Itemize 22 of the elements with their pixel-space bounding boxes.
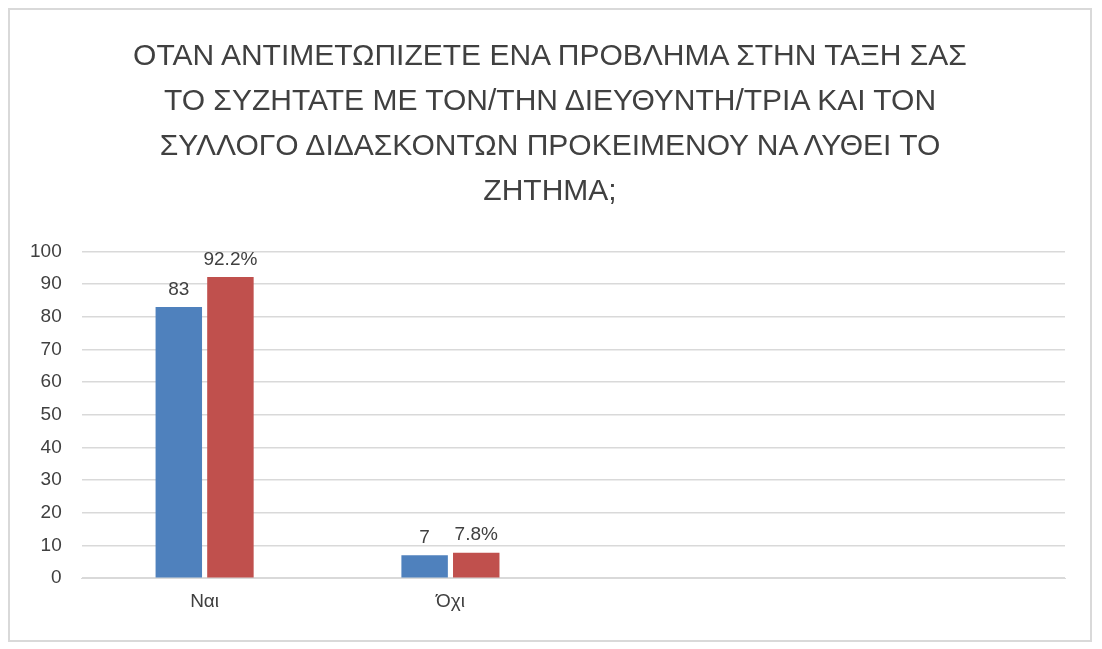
y-tick-label: 80 bbox=[40, 304, 62, 326]
x-tick-label: Ναι bbox=[190, 589, 220, 611]
bar bbox=[453, 552, 500, 578]
y-tick-label: 20 bbox=[40, 501, 62, 523]
data-label: 92.2% bbox=[203, 247, 258, 269]
y-tick-label: 50 bbox=[40, 403, 62, 425]
y-tick-label: 100 bbox=[30, 239, 62, 261]
y-tick-label: 0 bbox=[51, 566, 62, 588]
y-tick-label: 70 bbox=[40, 337, 62, 359]
chart-title: ΟΤΑΝ ΑΝΤΙΜΕΤΩΠΙΖΕΤΕ ΕΝΑ ΠΡΟΒΛΗΜΑ ΣΤΗΝ ΤΑΞΗ ΣΑΣ ΤΟ ΣΥΖΗΤΑΤΕ ΜΕ ΤΟΝ/ΤΗΝ ΔΙΕΥΘΥΝΤΗ/ΤΡΙΑ ΚΑΙ ΤΟΝ ΣΥΛΛΟΓΟ ΔΙΔΑΣΚΟΝΤΩΝ ΠΡΟΚΕΙΜΕΝΟΥ ΝΑ ΛΥΘΕΙ ΤΟ ΖΗΤΗΜΑ; bbox=[132, 37, 968, 208]
y-tick-label: 10 bbox=[40, 533, 62, 555]
data-label: 7.8% bbox=[454, 523, 499, 545]
bar bbox=[401, 555, 448, 578]
data-label: 7 bbox=[419, 526, 430, 548]
y-tick-label: 30 bbox=[40, 468, 62, 490]
bar bbox=[155, 306, 203, 578]
data-label: 83 bbox=[168, 277, 190, 299]
y-tick-label: 90 bbox=[40, 272, 62, 294]
x-tick-label: Όχι bbox=[434, 589, 465, 611]
y-tick-label: 60 bbox=[40, 370, 62, 392]
y-tick-label: 40 bbox=[40, 435, 62, 457]
bar bbox=[207, 276, 254, 578]
